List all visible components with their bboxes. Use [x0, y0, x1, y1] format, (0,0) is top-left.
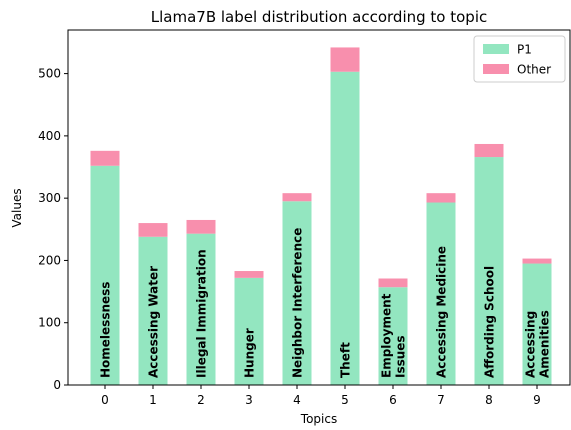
y-tick-label: 200	[38, 253, 61, 267]
bar-label-4: Neighbor Interference	[291, 228, 305, 378]
bar-label-0: Homelessness	[99, 282, 113, 378]
bar-label-2: Illegal Immigration	[195, 249, 209, 378]
bar-label-8: Affording School	[483, 266, 497, 378]
x-tick-label: 4	[293, 393, 301, 407]
bar-p1-6	[378, 287, 408, 385]
y-axis-label: Values	[10, 188, 24, 227]
bar-p1-1	[138, 236, 168, 385]
legend-swatch-other	[483, 64, 509, 74]
y-tick-label: 100	[38, 316, 61, 330]
legend: P1 Other	[473, 35, 566, 83]
y-tick-label: 300	[38, 191, 61, 205]
bar-other-2	[186, 219, 216, 234]
bar-label-line: Illegal Immigration	[195, 249, 209, 378]
y-tick-label: 0	[53, 378, 61, 392]
bar-p1-5	[330, 71, 360, 385]
bar-label-line: Amenities	[538, 310, 552, 378]
x-axis-label: Topics	[300, 412, 337, 426]
bar-label-1: Accessing Water	[147, 266, 161, 378]
bar-other-8	[474, 143, 504, 158]
axes-frame	[67, 29, 571, 386]
x-tick-label: 5	[341, 393, 349, 407]
x-tick-label: 8	[485, 393, 493, 407]
bar-p1-8	[474, 157, 504, 385]
plot-area: Homelessness Accessing Water Illegal Immig…	[38, 29, 571, 407]
bar-other-5	[330, 47, 360, 72]
bar-label-line: Neighbor Interference	[291, 228, 305, 378]
chart-title: Llama7B label distribution according to …	[151, 8, 488, 26]
bar-label-5: Theft	[339, 342, 353, 378]
bar-other-9	[522, 258, 552, 264]
x-tick-label: 1	[149, 393, 157, 407]
bar-label-line: Accessing	[524, 311, 538, 378]
bar-other-4	[282, 193, 312, 202]
bar-other-0	[90, 150, 120, 166]
bar-label-line: Accessing Medicine	[435, 246, 449, 378]
y-tick-label: 500	[38, 67, 61, 81]
x-tick-label: 3	[245, 393, 253, 407]
bar-label-3: Hunger	[243, 328, 257, 378]
legend-label-other: Other	[517, 63, 551, 77]
bar-label-line: Hunger	[243, 328, 257, 378]
legend-swatch-p1	[483, 44, 509, 54]
x-tick-label: 6	[389, 393, 397, 407]
bar-p1-0	[90, 165, 120, 385]
y-tick-label: 400	[38, 129, 61, 143]
bar-label-7: Accessing Medicine	[435, 246, 449, 378]
bar-p1-7	[426, 202, 456, 385]
bar-label-line: Theft	[339, 342, 353, 378]
bar-label-line: Issues	[394, 335, 408, 378]
bar-p1-2	[186, 233, 216, 385]
x-tick-label: 2	[197, 393, 205, 407]
x-tick-label: 0	[101, 393, 109, 407]
bar-other-6	[378, 278, 408, 288]
bar-label-9: Accessing Amenities	[524, 310, 552, 378]
bar-label-line: Employment	[380, 293, 394, 378]
bar-other-7	[426, 193, 456, 203]
bar-label-6: Employment Issues	[380, 293, 408, 378]
bar-other-3	[234, 271, 264, 278]
bar-p1-9	[522, 263, 552, 385]
bar-label-line: Affording School	[483, 266, 497, 378]
x-tick-label: 9	[533, 393, 541, 407]
legend-label-p1: P1	[517, 43, 532, 57]
bar-other-1	[138, 223, 168, 237]
bar-label-line: Homelessness	[99, 282, 113, 378]
x-tick-label: 7	[437, 393, 445, 407]
bar-p1-4	[282, 201, 312, 385]
bar-p1-3	[234, 277, 264, 385]
bar-label-line: Accessing Water	[147, 266, 161, 378]
